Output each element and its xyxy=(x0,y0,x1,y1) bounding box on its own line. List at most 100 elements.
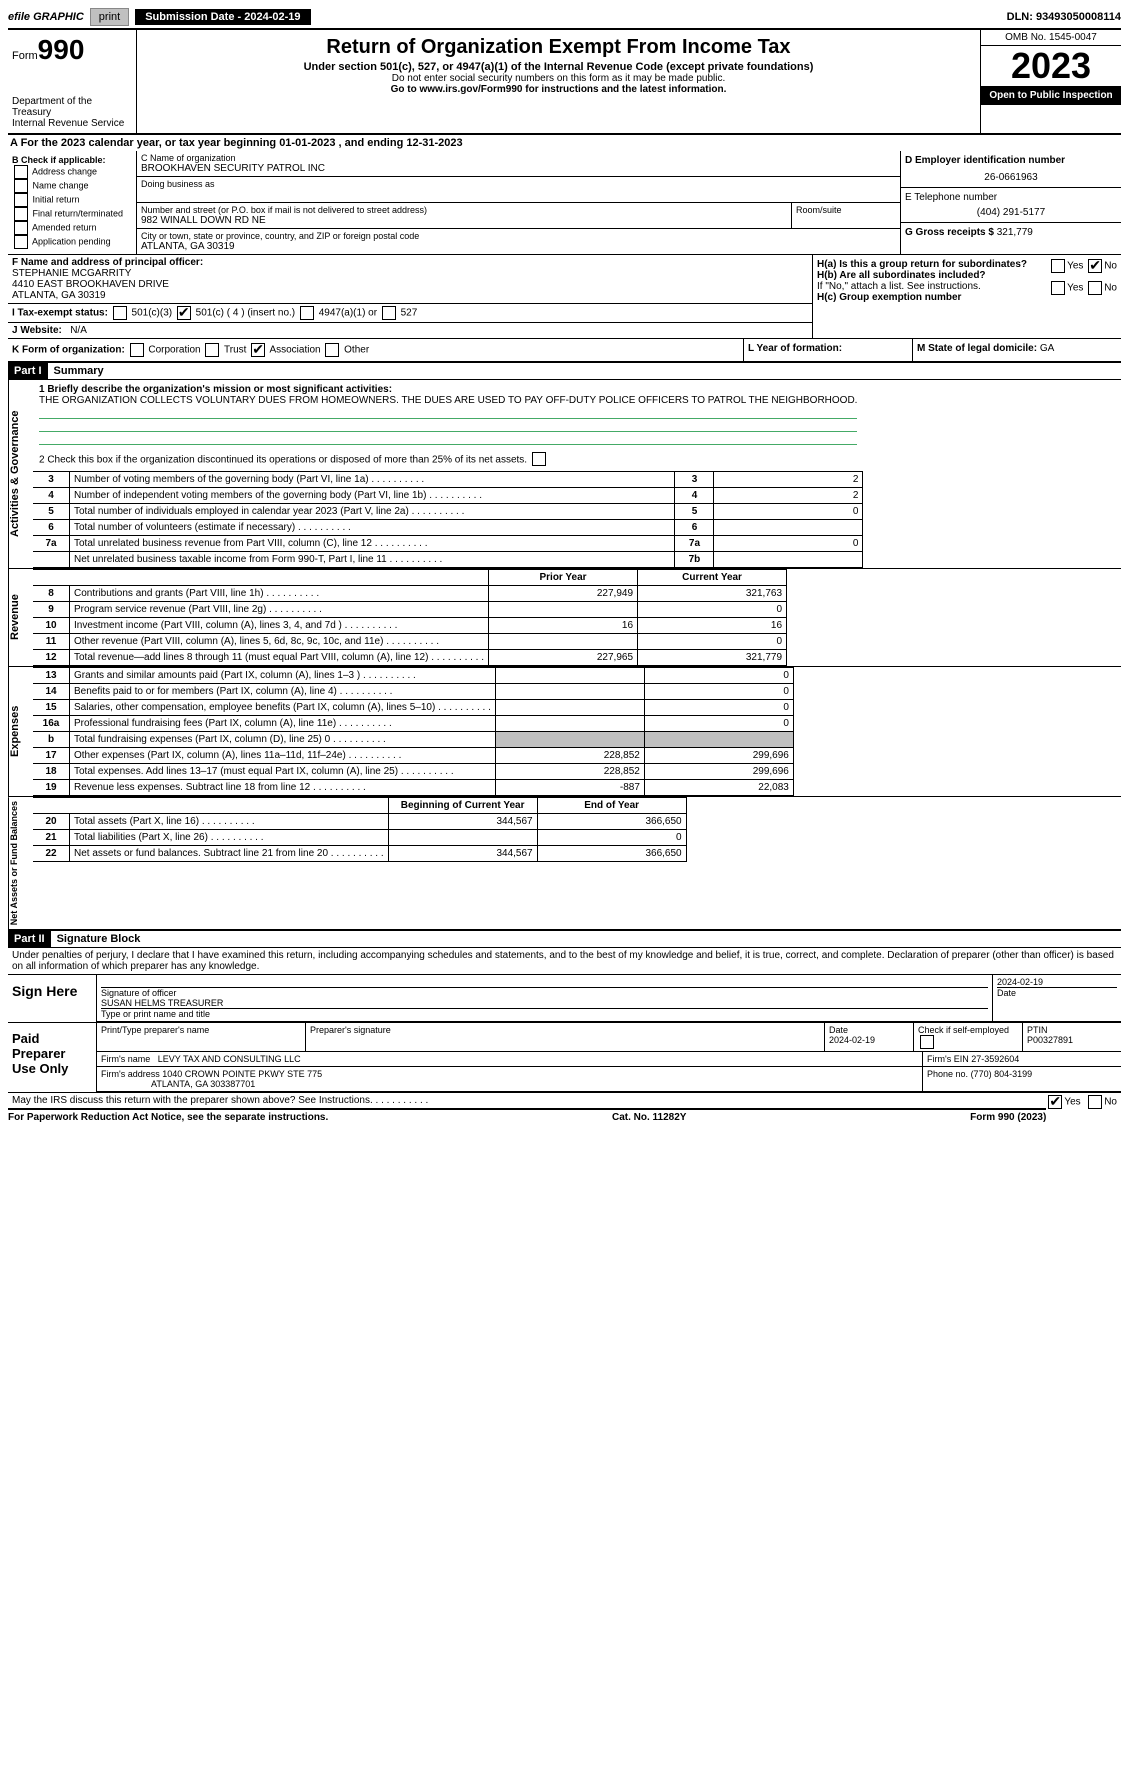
sig-date: 2024-02-19 xyxy=(997,977,1117,987)
cb-discuss-no[interactable] xyxy=(1088,1095,1102,1109)
gross-label: G Gross receipts $ xyxy=(905,227,994,238)
gross-value: 321,779 xyxy=(997,227,1033,238)
prep-sig-label: Preparer's signature xyxy=(306,1023,825,1051)
cb-501c[interactable] xyxy=(177,306,191,320)
paid-preparer-label: Paid Preparer Use Only xyxy=(8,1023,97,1092)
box-b: B Check if applicable: Address change Na… xyxy=(8,151,137,254)
form-number: 990 xyxy=(38,34,85,65)
form-title: Return of Organization Exempt From Incom… xyxy=(141,36,976,59)
officer-addr1: 4410 EAST BROOKHAVEN DRIVE xyxy=(12,279,169,290)
row-klm: K Form of organization: Corporation Trus… xyxy=(8,339,1121,363)
firm-ein: 27-3592604 xyxy=(971,1054,1019,1064)
footer-right: Form 990 (2023) xyxy=(970,1112,1046,1123)
sig-officer-label: Signature of officer xyxy=(101,987,988,998)
cb-4947[interactable] xyxy=(300,306,314,320)
discuss-row: May the IRS discuss this return with the… xyxy=(8,1092,1121,1108)
website-label: J Website: xyxy=(12,325,62,336)
netassets-table: Beginning of Current YearEnd of Year 20T… xyxy=(33,797,687,862)
cb-discuss-yes[interactable] xyxy=(1048,1095,1062,1109)
phone-label: E Telephone number xyxy=(905,192,997,203)
box-de: D Employer identification number 26-0661… xyxy=(900,151,1121,254)
room-label: Room/suite xyxy=(792,203,900,228)
prep-date-label: Date xyxy=(829,1025,848,1035)
firm-name-label: Firm's name xyxy=(101,1054,150,1064)
cb-initial-return[interactable]: Initial return xyxy=(12,193,132,207)
city-label: City or town, state or province, country… xyxy=(141,231,896,241)
mission-text: THE ORGANIZATION COLLECTS VOLUNTARY DUES… xyxy=(39,395,857,406)
tax-year: 2023 xyxy=(981,46,1121,86)
part2-header: Part IISignature Block xyxy=(8,931,1121,948)
perjury-statement: Under penalties of perjury, I declare th… xyxy=(8,948,1121,974)
paid-preparer-block: Paid Preparer Use Only Print/Type prepar… xyxy=(8,1022,1121,1092)
ptin-label: PTIN xyxy=(1027,1025,1048,1035)
dba-label: Doing business as xyxy=(141,179,896,189)
officer-label: F Name and address of principal officer: xyxy=(12,257,203,268)
cb-discontinued[interactable] xyxy=(532,452,546,466)
phone-value: (404) 291-5177 xyxy=(905,203,1117,218)
prep-check-label: Check if self-employed xyxy=(914,1023,1023,1051)
cb-501c3[interactable] xyxy=(113,306,127,320)
firm-ein-label: Firm's EIN xyxy=(927,1054,969,1064)
cb-assoc[interactable] xyxy=(251,343,265,357)
block-fhij: F Name and address of principal officer:… xyxy=(8,255,1121,339)
cb-amended[interactable]: Amended return xyxy=(12,221,132,235)
state-domicile: M State of legal domicile: GA xyxy=(912,339,1121,361)
sign-here-label: Sign Here xyxy=(8,975,97,1022)
cb-self-employed[interactable] xyxy=(920,1035,934,1049)
print-button[interactable]: print xyxy=(90,8,129,26)
ptin-value: P00327891 xyxy=(1027,1035,1073,1045)
street-value: 982 WINALL DOWN RD NE xyxy=(141,215,787,226)
dln: DLN: 93493050008114 xyxy=(1007,11,1121,23)
topbar: efile GRAPHIC print Submission Date - 20… xyxy=(8,8,1121,30)
cb-ha-yes[interactable] xyxy=(1051,259,1065,273)
cb-name-change[interactable]: Name change xyxy=(12,179,132,193)
vlabel-expenses: Expenses xyxy=(8,667,33,796)
cb-ha-no[interactable] xyxy=(1088,259,1102,273)
ein-value: 26-0661963 xyxy=(905,166,1117,183)
tax-exempt-label: I Tax-exempt status: xyxy=(12,308,108,319)
footer-mid: Cat. No. 11282Y xyxy=(612,1112,686,1123)
irs-label: Internal Revenue Service xyxy=(12,118,132,129)
ssn-warning: Do not enter social security numbers on … xyxy=(141,73,976,84)
form-header: Form990 Department of the Treasury Inter… xyxy=(8,30,1121,135)
cb-app-pending[interactable]: Application pending xyxy=(12,235,132,249)
cb-trust[interactable] xyxy=(205,343,219,357)
org-name-label: C Name of organization xyxy=(141,153,896,163)
box-b-title: B Check if applicable: xyxy=(12,155,106,165)
org-name: BROOKHAVEN SECURITY PATROL INC xyxy=(141,163,896,174)
firm-addr1: 1040 CROWN POINTE PKWY STE 775 xyxy=(162,1069,322,1079)
form-org-label: K Form of organization: xyxy=(12,345,125,356)
revenue-table: Prior YearCurrent Year 8Contributions an… xyxy=(33,569,787,666)
officer-addr2: ATLANTA, GA 30319 xyxy=(12,290,106,301)
section-netassets: Net Assets or Fund Balances Beginning of… xyxy=(8,797,1121,931)
cb-hb-yes[interactable] xyxy=(1051,281,1065,295)
firm-addr2: ATLANTA, GA 303387701 xyxy=(151,1079,255,1089)
firm-phone: (770) 804-3199 xyxy=(971,1069,1033,1079)
sig-officer-name: SUSAN HELMS TREASURER xyxy=(101,998,988,1008)
dept-treasury: Department of the Treasury xyxy=(12,96,132,118)
cb-other[interactable] xyxy=(325,343,339,357)
goto-link[interactable]: Go to www.irs.gov/Form990 for instructio… xyxy=(141,84,976,95)
form-subtitle: Under section 501(c), 527, or 4947(a)(1)… xyxy=(141,61,976,73)
prep-name-label: Print/Type preparer's name xyxy=(97,1023,306,1051)
vlabel-revenue: Revenue xyxy=(8,569,33,666)
part1-header: Part ISummary xyxy=(8,363,1121,380)
omb-number: OMB No. 1545-0047 xyxy=(981,30,1121,46)
officer-name: STEPHANIE MCGARRITY xyxy=(12,268,131,279)
vlabel-netassets: Net Assets or Fund Balances xyxy=(8,797,33,929)
cb-527[interactable] xyxy=(382,306,396,320)
open-inspection: Open to Public Inspection xyxy=(981,86,1121,105)
prep-date: 2024-02-19 xyxy=(829,1035,875,1045)
cb-hb-no[interactable] xyxy=(1088,281,1102,295)
sig-date-label: Date xyxy=(997,987,1117,998)
website-value: N/A xyxy=(70,325,87,336)
line2-discontinued: 2 Check this box if the organization dis… xyxy=(33,449,863,471)
firm-phone-label: Phone no. xyxy=(927,1069,968,1079)
submission-date: Submission Date - 2024-02-19 xyxy=(135,9,310,25)
footer-left: For Paperwork Reduction Act Notice, see … xyxy=(8,1112,328,1123)
cb-corp[interactable] xyxy=(130,343,144,357)
section-expenses: Expenses 13Grants and similar amounts pa… xyxy=(8,667,1121,797)
row-a-period: A For the 2023 calendar year, or tax yea… xyxy=(8,135,1121,151)
cb-address-change[interactable]: Address change xyxy=(12,165,132,179)
cb-final-return[interactable]: Final return/terminated xyxy=(12,207,132,221)
